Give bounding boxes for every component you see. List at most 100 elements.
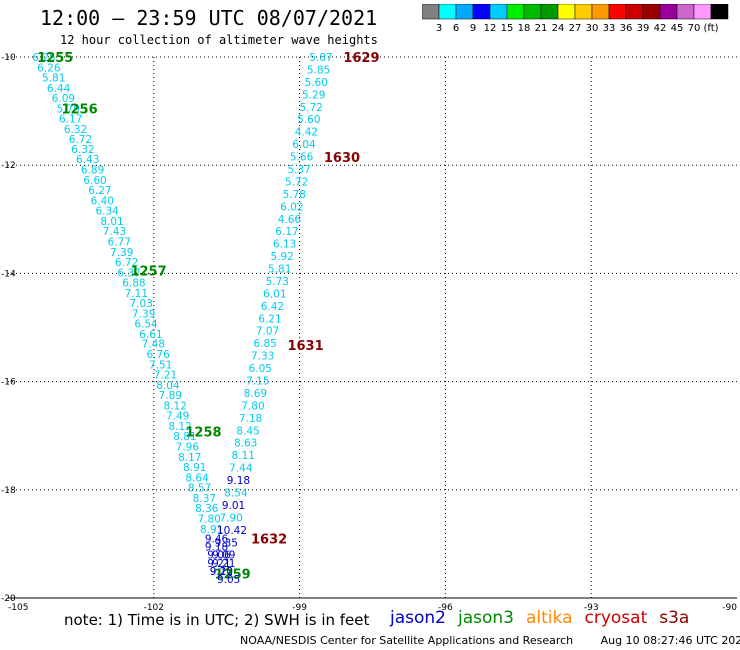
wave-height-point: 8.64 [185,472,209,484]
wave-height-point: 7.15 [246,376,269,388]
wave-height-point: 7.03 [130,298,153,310]
wave-height-point: 9.12 [210,566,233,578]
y-tick-label: -18 [1,486,16,496]
wave-height-point: 9.06 [207,550,231,562]
wave-height-point: 7.89 [159,390,182,402]
wave-height-point: 6.76 [147,349,171,361]
wave-height-point: 7.18 [239,413,262,425]
satellite-legend-item: cryosat [584,608,648,628]
wave-height-point: 8.01 [100,216,123,228]
wave-height-point: 6.61 [139,329,162,341]
satellite-legend: jason2 jason3 altika cryosat s3a [390,608,701,628]
scale-label: 30 [586,23,599,34]
scale-label: 9 [470,23,476,34]
wave-height-point: 6.17 [59,114,82,126]
wave-height-point: 5.85 [307,64,330,76]
wave-height-point: 9.18 [205,542,228,554]
generated-timestamp: Aug 10 08:27:46 UTC 2021 [600,634,740,647]
wave-height-point: 5.72 [300,102,323,114]
scale-label: (ft) [703,23,718,34]
wave-height-point: 4.42 [295,127,318,139]
x-tick-label: -105 [8,603,28,613]
wave-height-point: 6.89 [81,165,104,177]
wave-height-point: 6.21 [258,313,281,325]
wave-height-point: 8.11 [232,450,255,462]
satellite-legend-item: altika [526,608,573,628]
wave-height-point: 6.40 [91,195,114,207]
wave-height-point: 7.39 [132,308,155,320]
wave-height-point: 5.72 [285,176,308,188]
scale-label: 36 [620,23,633,34]
wave-height-point: 5.60 [304,77,327,89]
scale-label: 3 [436,23,442,34]
wave-height-point: 6.34 [95,206,119,218]
footer-note: note: 1) Time is in UTC; 2) SWH is in fe… [64,611,370,629]
wave-height-point: 6.88 [122,278,145,290]
wave-height-point: 9.21 [207,558,230,570]
wave-height-point: 6.17 [275,226,298,238]
satellite-legend-item: s3a [659,608,690,628]
wave-height-point: 8.04 [156,380,180,392]
wave-height-point: 8.45 [236,425,259,437]
wave-height-point: 8.37 [193,493,216,505]
scale-label: 33 [603,23,616,34]
wave-height-point: 7.43 [103,226,126,238]
wave-height-point: 8.17 [178,452,201,464]
wave-height-point: 7.96 [176,442,200,454]
wave-height-point: 6.32 [64,124,87,136]
scale-label: 18 [518,23,531,34]
wave-height-point: 7.80 [241,400,264,412]
wave-height-point: 7.21 [154,370,177,382]
pass-time-label: 1258 [185,425,221,440]
wave-height-point: 5.79 [57,103,80,115]
scale-label: 45 [671,23,684,34]
wave-height-point: 6.25 [32,52,55,64]
wave-height-point: 6.09 [52,93,75,105]
pass-time-label: 1255 [37,51,73,66]
x-tick-label: -96 [438,603,453,613]
scale-label: 42 [654,23,667,34]
wave-height-point: 6.04 [292,139,316,151]
wave-height-point: 5.37 [287,164,310,176]
wave-height-point: 7.90 [219,512,242,524]
scale-label: 70 [688,23,701,34]
x-tick-label: -93 [584,603,599,613]
wave-height-point: 5.29 [302,89,325,101]
scale-label: 24 [552,23,565,34]
wave-height-point: 6.60 [83,175,106,187]
pass-time-label: 1256 [61,102,97,117]
y-tick-label: -16 [1,378,16,388]
wave-height-point: 5.87 [309,52,332,64]
y-tick-label: -10 [1,53,16,63]
wave-height-point: 6.72 [115,257,138,269]
wave-height-point: 7.39 [110,247,133,259]
wave-height-point: 7.44 [229,463,253,475]
wave-height-point: 6.44 [47,83,71,95]
x-tick-label: -90 [722,603,737,613]
wave-height-point: 9.01 [222,500,245,512]
wave-height-point: 7.80 [198,513,221,525]
wave-height-point: 6.43 [76,154,99,166]
wave-height-point: 5.92 [270,251,293,263]
pass-time-label: 1631 [287,339,323,354]
wave-height-point: 9.05 [217,574,240,586]
pass-time-label: 1632 [251,532,287,547]
wave-height-point: 6.27 [88,185,111,197]
satellite-legend-item: jason3 [458,608,514,628]
wave-height-point: 7.49 [166,411,189,423]
x-tick-label: -102 [144,603,164,613]
wave-height-point: 8.91 [200,524,223,536]
wave-height-point: 5.66 [290,152,314,164]
wave-height-point: 6.37 [117,267,140,279]
wave-height-point: 6.54 [134,319,158,331]
wave-height-point: 8.57 [188,483,211,495]
wave-height-point: 6.13 [273,239,296,251]
wave-height-point: 6.32 [71,144,94,156]
y-tick-label: -20 [1,594,16,604]
wave-height-point: 9.18 [227,475,250,487]
wave-height-point: 5.60 [297,114,320,126]
wave-height-point: 5.81 [42,73,65,85]
wave-height-point: 5.78 [283,189,306,201]
wave-height-point: 6.01 [263,288,286,300]
wave-height-point: 6.05 [249,363,272,375]
